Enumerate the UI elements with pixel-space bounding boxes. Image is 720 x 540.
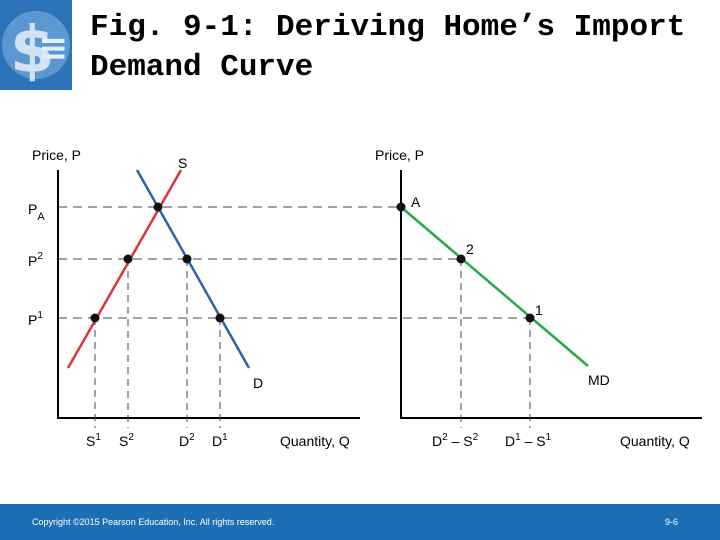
demand-curve bbox=[135, 169, 251, 369]
supply-curve bbox=[66, 169, 183, 369]
point-demand-p2 bbox=[182, 254, 192, 264]
point-2-label: 2 bbox=[466, 241, 474, 257]
point-supply-p2 bbox=[123, 254, 133, 264]
quantity-label-import-1: D1 – S1 bbox=[505, 432, 552, 449]
point-2 bbox=[456, 254, 466, 264]
slide-footer: Copyright ©2015 Pearson Education, Inc. … bbox=[0, 504, 720, 540]
supply-curve-label: S bbox=[178, 155, 187, 171]
import-demand-label: MD bbox=[588, 372, 610, 388]
quantity-label-s2: S2 bbox=[119, 432, 134, 449]
point-1 bbox=[525, 313, 535, 323]
svg-text:≡: ≡ bbox=[38, 28, 68, 69]
point-supply-p1 bbox=[90, 313, 100, 323]
demand-curve-label: D bbox=[253, 375, 263, 391]
import-demand-curve bbox=[400, 206, 589, 367]
title-line-1: Fig. 9-1: Deriving Home’s Import bbox=[90, 10, 686, 45]
quantity-label-d2: D2 bbox=[179, 432, 195, 449]
title-line-2: Demand Curve bbox=[90, 50, 314, 85]
right-graph: Price, P Quantity, Q MD A 2 1 D2 – S2 D1… bbox=[375, 147, 702, 449]
quantity-label-import-2: D2 – S2 bbox=[432, 432, 479, 449]
price-label-p2: P2 bbox=[28, 251, 43, 269]
left-y-axis-label: Price, P bbox=[32, 147, 81, 163]
quantity-label-d1: D1 bbox=[212, 432, 228, 449]
logo-dollar-icon: $ ≡ bbox=[0, 0, 72, 90]
left-x-axis-label: Quantity, Q bbox=[280, 433, 350, 449]
point-autarky-equilibrium bbox=[153, 202, 163, 212]
price-label-p1: P1 bbox=[28, 310, 43, 328]
point-demand-p1 bbox=[215, 313, 225, 323]
import-demand-figure: Price, P Quantity, Q S D PA P2 P1 S1 S2 … bbox=[28, 147, 702, 449]
right-x-axis-label: Quantity, Q bbox=[620, 433, 690, 449]
point-1-label: 1 bbox=[535, 302, 543, 318]
quantity-label-s1: S1 bbox=[86, 432, 101, 449]
left-graph: Price, P Quantity, Q S D PA P2 P1 S1 S2 … bbox=[28, 147, 530, 449]
svg-text:$: $ bbox=[10, 14, 55, 88]
point-a-label: A bbox=[411, 194, 421, 210]
slide-title: Fig. 9-1: Deriving Home’s Import Demand … bbox=[90, 8, 710, 88]
copyright-text: Copyright ©2015 Pearson Education, Inc. … bbox=[32, 517, 275, 527]
price-label-pa: PA bbox=[28, 201, 45, 223]
right-y-axis-label: Price, P bbox=[375, 147, 424, 163]
page-number: 9-6 bbox=[664, 517, 678, 527]
point-a bbox=[396, 202, 406, 212]
